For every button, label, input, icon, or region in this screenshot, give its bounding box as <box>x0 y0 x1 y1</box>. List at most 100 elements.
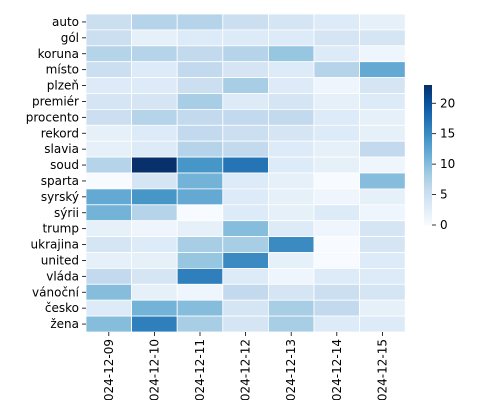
heatmap-cell <box>131 45 178 63</box>
heatmap-cell <box>313 204 360 222</box>
y-tick-label: žena <box>50 317 79 331</box>
heatmap-cell <box>222 188 269 206</box>
heatmap-cell <box>131 140 178 158</box>
y-tick-label: místo <box>46 63 79 77</box>
x-tick-label: 2024-12-12 <box>239 339 253 400</box>
heatmap-cells <box>85 13 406 333</box>
heatmap-cell <box>313 93 360 110</box>
y-tick-label: ukrajina <box>31 238 79 252</box>
x-tick-label: 2024-12-14 <box>330 339 344 400</box>
heatmap-cell <box>313 283 360 301</box>
heatmap-cell <box>359 220 406 237</box>
heatmap-cell <box>267 140 315 158</box>
heatmap-cell <box>222 267 269 285</box>
heatmap-cell <box>176 109 224 126</box>
heatmap-cell <box>85 188 132 206</box>
heatmap-cell <box>313 109 360 126</box>
heatmap-cell <box>267 188 315 206</box>
x-tick-label: 2024-12-15 <box>375 339 389 400</box>
heatmap-cell <box>359 267 406 285</box>
y-tick-label: sýrii <box>54 206 79 220</box>
heatmap-cell <box>267 315 315 333</box>
heatmap-cell <box>359 109 406 126</box>
heatmap-cell <box>131 109 178 126</box>
heatmap-cell <box>359 61 406 79</box>
heatmap-cell <box>85 156 132 174</box>
heatmap-cell <box>131 29 178 47</box>
heatmap-cell <box>222 252 269 269</box>
heatmap-cell <box>222 236 269 253</box>
heatmap-cell <box>85 267 132 285</box>
heatmap-cell <box>313 124 360 142</box>
heatmap-cell <box>359 172 406 190</box>
heatmap-cell <box>176 188 224 206</box>
heatmap-cell <box>313 13 360 31</box>
y-tick-label: premiér <box>32 94 79 108</box>
heatmap-cell <box>85 93 132 110</box>
heatmap-cell <box>131 299 178 317</box>
heatmap-cell <box>85 315 132 333</box>
heatmap-cell <box>176 236 224 253</box>
y-tick-label: koruna <box>38 47 79 61</box>
colorbar-tick-label: 0 <box>440 218 448 232</box>
heatmap-cell <box>359 299 406 317</box>
heatmap-cell <box>131 77 178 94</box>
heatmap-cell <box>222 156 269 174</box>
heatmap-cell <box>267 283 315 301</box>
heatmap-cell <box>267 29 315 47</box>
heatmap-cell <box>267 156 315 174</box>
colorbar-tick-label: 15 <box>440 127 455 141</box>
heatmap-cell <box>267 77 315 94</box>
heatmap-cell <box>222 140 269 158</box>
heatmap-cell <box>176 315 224 333</box>
heatmap-cell <box>176 13 224 31</box>
heatmap-cell <box>131 93 178 110</box>
x-tick-label: 2024-12-10 <box>147 339 161 400</box>
heatmap-cell <box>359 156 406 174</box>
heatmap-cell <box>85 220 132 237</box>
heatmap-cell <box>267 109 315 126</box>
heatmap-cell <box>176 252 224 269</box>
heatmap-cell <box>85 299 132 317</box>
y-tick-label: soud <box>50 158 79 172</box>
heatmap-cell <box>222 93 269 110</box>
heatmap-cell <box>131 252 178 269</box>
heatmap-cell <box>85 61 132 79</box>
heatmap-cell <box>267 45 315 63</box>
heatmap-cell <box>313 140 360 158</box>
heatmap-cell <box>176 283 224 301</box>
y-tick-label: procento <box>26 110 79 124</box>
y-tick-label: trump <box>42 222 79 236</box>
heatmap-cell <box>222 109 269 126</box>
heatmap-cell <box>85 45 132 63</box>
heatmap-cell <box>131 267 178 285</box>
heatmap-cell <box>313 156 360 174</box>
heatmap-cell <box>359 236 406 253</box>
heatmap-cell <box>222 45 269 63</box>
heatmap-cell <box>85 252 132 269</box>
heatmap-cell <box>359 188 406 206</box>
y-tick-label: plzeň <box>47 79 79 93</box>
heatmap-cell <box>131 283 178 301</box>
heatmap-cell <box>222 283 269 301</box>
heatmap-cell <box>131 188 178 206</box>
heatmap-cell <box>267 299 315 317</box>
colorbar-tick-label: 10 <box>440 157 455 171</box>
heatmap-cell <box>359 252 406 269</box>
heatmap-cell <box>176 204 224 222</box>
heatmap-cell <box>267 13 315 31</box>
heatmap-cell <box>222 315 269 333</box>
heatmap-cell <box>222 61 269 79</box>
heatmap-cell <box>176 29 224 47</box>
y-tick-label: auto <box>52 15 79 29</box>
heatmap-cell <box>359 77 406 94</box>
heatmap-cell <box>267 93 315 110</box>
heatmap-cell <box>176 77 224 94</box>
colorbar: 0 5 10 15 20 <box>424 85 455 232</box>
heatmap-cell <box>359 283 406 301</box>
heatmap-cell <box>131 236 178 253</box>
heatmap-cell <box>85 172 132 190</box>
heatmap-cell <box>313 188 360 206</box>
x-axis-labels: 2024-12-09 2024-12-10 2024-12-11 2024-12-12… <box>102 332 389 405</box>
